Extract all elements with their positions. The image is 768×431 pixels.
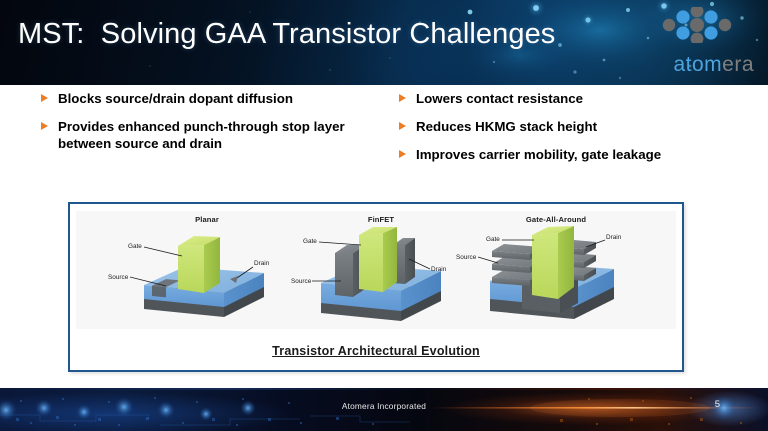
- triangle-bullet-icon: [399, 94, 406, 102]
- footer-page-number: 5: [714, 399, 720, 410]
- triangle-bullet-icon: [399, 122, 406, 131]
- atomera-logo: atomera: [634, 5, 754, 79]
- slide-footer: Atomera Incorporated 5: [0, 388, 768, 431]
- device-finfet: FinFET: [291, 211, 471, 329]
- slide-header: MST: Solving GAA Transistor Challenges a…: [0, 0, 768, 85]
- atomera-logo-mark-icon: [662, 7, 732, 43]
- bullet-region: Blocks source/drain dopant diffusion Pro…: [0, 90, 768, 195]
- device-title-planar: Planar: [195, 215, 219, 224]
- label-gate: Gate: [486, 236, 500, 243]
- diagram-panel: Planar: [68, 202, 684, 372]
- logo-text-era: era: [722, 53, 754, 76]
- triangle-bullet-icon: [41, 94, 48, 102]
- atomera-logo-text: atomera: [634, 53, 754, 77]
- triangle-bullet-icon: [399, 150, 406, 159]
- label-source: Source: [291, 278, 312, 285]
- device-gaa: Gate-All-Around: [456, 211, 656, 329]
- device-title-finfet: FinFET: [367, 215, 395, 224]
- bullet-column-right: Lowers contact resistance Reduces HKMG s…: [396, 90, 756, 174]
- planar-transistor-illustration: Gate Source Drain: [108, 236, 270, 317]
- bullet-item: Lowers contact resistance: [396, 90, 756, 107]
- logo-text-atom: atom: [673, 53, 723, 76]
- diagram-canvas: Planar: [76, 211, 676, 329]
- bullet-column-left: Blocks source/drain dopant diffusion Pro…: [38, 90, 398, 163]
- label-gate: Gate: [128, 243, 142, 250]
- finfet-transistor-illustration: Gate Source Drain: [291, 227, 447, 321]
- bullet-text: Improves carrier mobility, gate leakage: [416, 147, 662, 163]
- footer-company: Atomera Incorporated: [341, 401, 427, 411]
- label-source: Source: [108, 274, 129, 281]
- bullet-text: Blocks source/drain dopant diffusion: [58, 91, 293, 106]
- bullet-text: Provides enhanced punch-through stop lay…: [58, 119, 345, 152]
- page-title: MST: Solving GAA Transistor Challenges: [18, 18, 556, 50]
- diagram-caption: Transistor Architectural Evolution: [272, 344, 480, 358]
- device-title-gaa: Gate-All-Around: [525, 215, 587, 224]
- label-source: Source: [456, 254, 477, 261]
- label-drain: Drain: [431, 266, 447, 273]
- label-drain: Drain: [254, 260, 270, 267]
- bullet-item: Provides enhanced punch-through stop lay…: [38, 118, 398, 152]
- label-gate: Gate: [303, 238, 317, 245]
- bullet-text: Reduces HKMG stack height: [416, 119, 598, 135]
- bullet-item: Improves carrier mobility, gate leakage: [396, 146, 756, 163]
- triangle-bullet-icon: [41, 122, 48, 131]
- bullet-item: Reduces HKMG stack height: [396, 118, 756, 135]
- device-planar: Planar: [108, 211, 306, 329]
- footer-divider: [0, 388, 768, 390]
- bullet-item: Blocks source/drain dopant diffusion: [38, 90, 398, 107]
- label-drain: Drain: [606, 234, 622, 241]
- gate-all-around-transistor-illustration: Gate Source Drain: [456, 226, 622, 319]
- bullet-text: Lowers contact resistance: [416, 91, 584, 106]
